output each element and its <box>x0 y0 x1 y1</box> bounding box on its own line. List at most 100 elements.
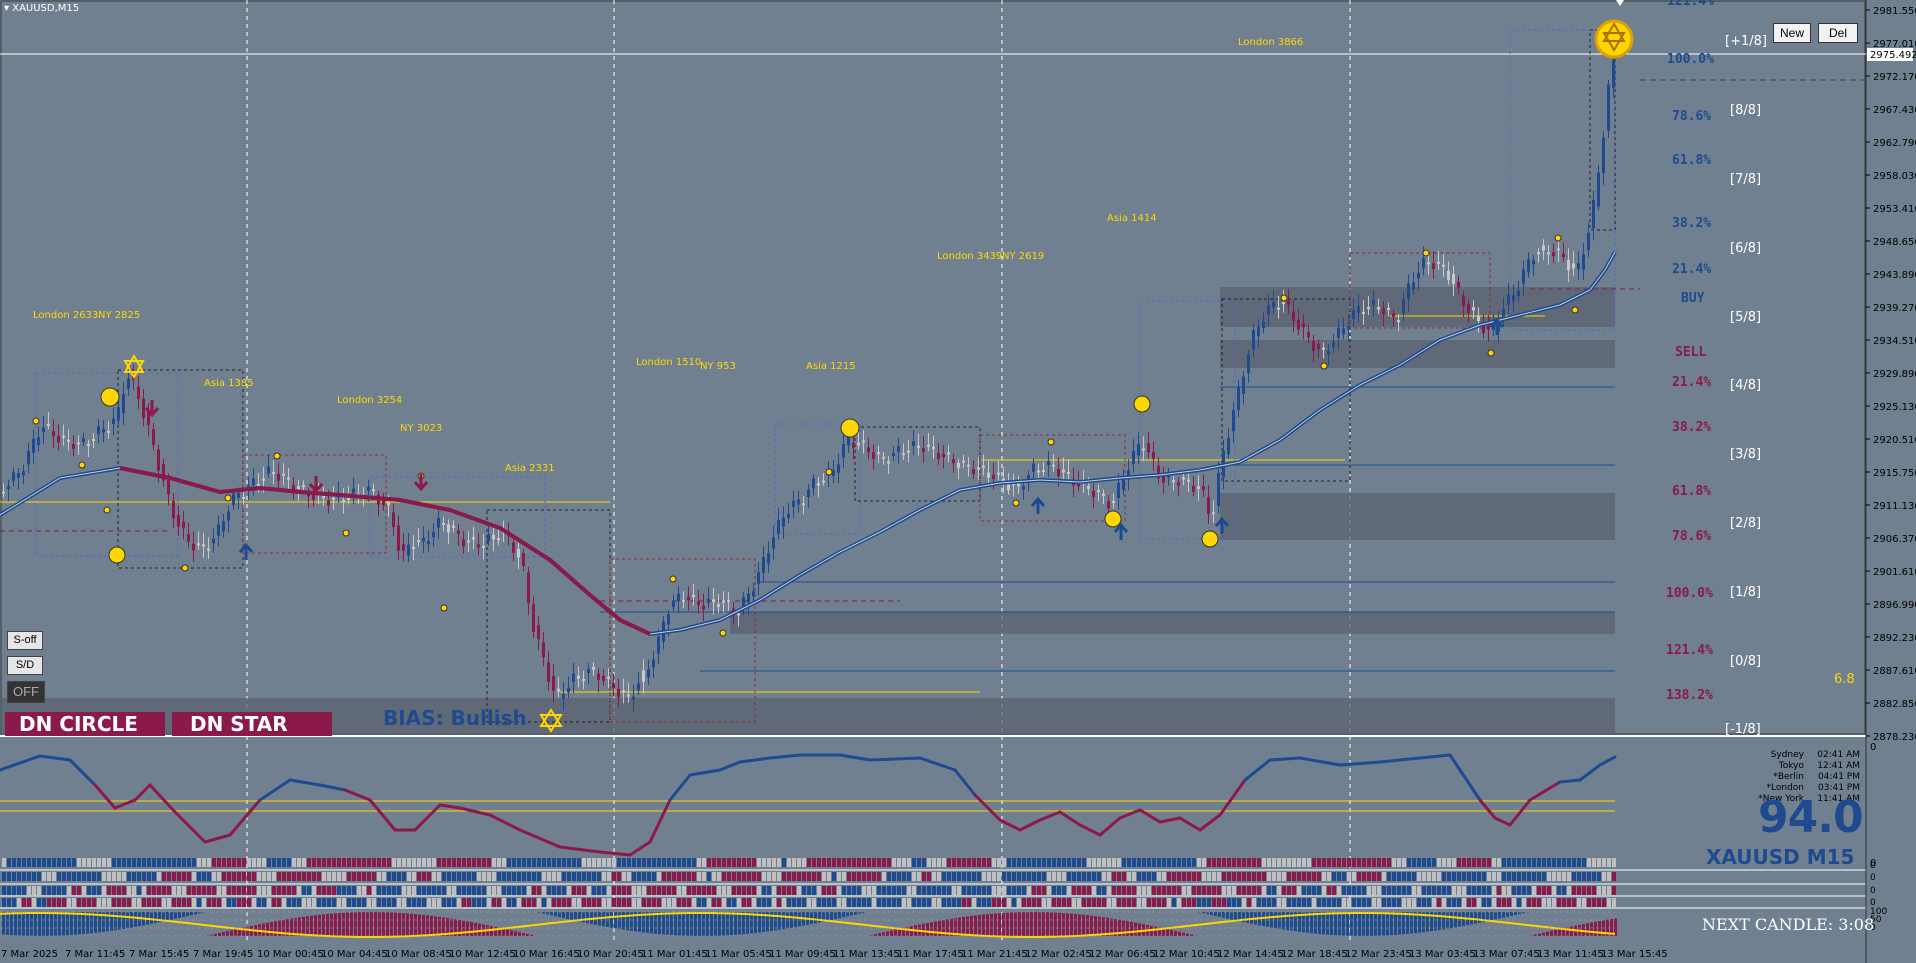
strip-cell <box>1442 858 1446 867</box>
fib-buy-level: 78.6% <box>1672 109 1712 124</box>
strip-cell <box>762 898 766 907</box>
wave-line <box>0 911 1616 939</box>
candle-body <box>1432 263 1435 269</box>
strip-cell <box>1072 858 1076 867</box>
strip-cell <box>1277 886 1281 895</box>
s-off-button[interactable]: S-off <box>7 631 43 650</box>
strip-cell <box>722 858 726 867</box>
strip-cell <box>772 858 776 867</box>
strip-cell <box>702 872 706 881</box>
del-button[interactable]: Del <box>1818 23 1858 43</box>
wave-bar <box>1286 912 1289 931</box>
strip-cell <box>1477 886 1481 895</box>
wave-bar <box>150 912 153 924</box>
strip-cell <box>122 858 126 867</box>
oscillator-segment <box>688 768 722 777</box>
strip-cell <box>937 858 941 867</box>
strip-cell <box>272 872 276 881</box>
new-button[interactable]: New <box>1773 23 1811 43</box>
wave-bar <box>22 912 25 936</box>
wave-bar <box>290 918 293 936</box>
strip-cell <box>807 872 811 881</box>
candle-body <box>1567 260 1570 271</box>
strip-cell <box>817 898 821 907</box>
candle-body <box>1097 490 1100 493</box>
strip-cell <box>192 858 196 867</box>
strip-cell <box>1272 872 1276 881</box>
strip-cell <box>787 886 791 895</box>
strip-cell <box>207 858 211 867</box>
murrey-level: [3/8] <box>1730 447 1762 462</box>
strip-cell <box>267 858 271 867</box>
wave-bar <box>530 934 533 936</box>
chevron-down-icon[interactable]: ▾ <box>4 3 10 14</box>
strip-cell <box>1157 898 1161 907</box>
wave-bar <box>130 912 133 928</box>
strip-cell <box>687 886 691 895</box>
strip-cell <box>682 858 686 867</box>
candle-body <box>627 694 630 697</box>
strip-cell <box>97 898 101 907</box>
strip-cell <box>1287 886 1291 895</box>
strip-cell <box>897 886 901 895</box>
price-tick-label: 2878.230 <box>1873 732 1916 743</box>
candle-body <box>1027 474 1030 482</box>
strip-cell <box>767 886 771 895</box>
strip-cell <box>1277 872 1281 881</box>
chart-header: ▾ XAUUSD,M15 <box>4 3 79 14</box>
strip-cell <box>632 886 636 895</box>
time-tick-label: 12 Mar 14:45 <box>1217 949 1284 960</box>
strip-cell <box>957 858 961 867</box>
wave-bar <box>1362 912 1365 936</box>
candle-body <box>202 544 205 547</box>
wave-bar <box>770 912 773 931</box>
strip-cell <box>1512 872 1516 881</box>
wave-bar <box>494 926 497 936</box>
strip-cell <box>417 898 421 907</box>
off-button[interactable]: OFF <box>7 681 45 703</box>
candle-body <box>97 426 100 434</box>
strip-cell <box>812 858 816 867</box>
wave-bar <box>546 912 549 915</box>
candle-body <box>1177 482 1180 486</box>
strip-cell <box>1382 886 1386 895</box>
strip-cell <box>1187 886 1191 895</box>
strip-cell <box>1537 886 1541 895</box>
strip-cell <box>1107 886 1111 895</box>
strip-cell <box>77 858 81 867</box>
wave-bar <box>1582 924 1585 936</box>
candle-body <box>1437 261 1440 264</box>
candle-body <box>897 446 900 452</box>
wave-bar <box>1534 934 1537 936</box>
wave-bar <box>1426 912 1429 932</box>
candle-body <box>32 439 35 453</box>
strip-cell <box>1267 872 1271 881</box>
strip-cell <box>1297 898 1301 907</box>
strip-cell <box>1332 898 1336 907</box>
strip-cell <box>632 858 636 867</box>
wave-bar <box>474 922 477 936</box>
strip-cell <box>577 886 581 895</box>
strip-cell <box>1227 858 1231 867</box>
oscillator-segment <box>953 768 977 797</box>
strip-cell <box>1562 872 1566 881</box>
oscillator-segment <box>203 833 232 844</box>
wave-bar <box>842 912 845 918</box>
strip-cell <box>217 886 221 895</box>
strip-cell <box>1367 898 1371 907</box>
strip-cell <box>292 898 296 907</box>
strip-cell <box>1132 858 1136 867</box>
strip-cell <box>1257 886 1261 895</box>
strip-cell <box>877 898 881 907</box>
candle-body <box>842 444 845 458</box>
candle-body <box>877 452 880 455</box>
strip-cell <box>562 886 566 895</box>
strip-cell <box>1587 872 1591 881</box>
strip-cell <box>1597 872 1601 881</box>
sd-button[interactable]: S/D <box>7 656 43 675</box>
strip-cell <box>1347 858 1351 867</box>
strip-cell <box>522 858 526 867</box>
wave-bar <box>930 922 933 936</box>
candle-body <box>572 673 575 682</box>
